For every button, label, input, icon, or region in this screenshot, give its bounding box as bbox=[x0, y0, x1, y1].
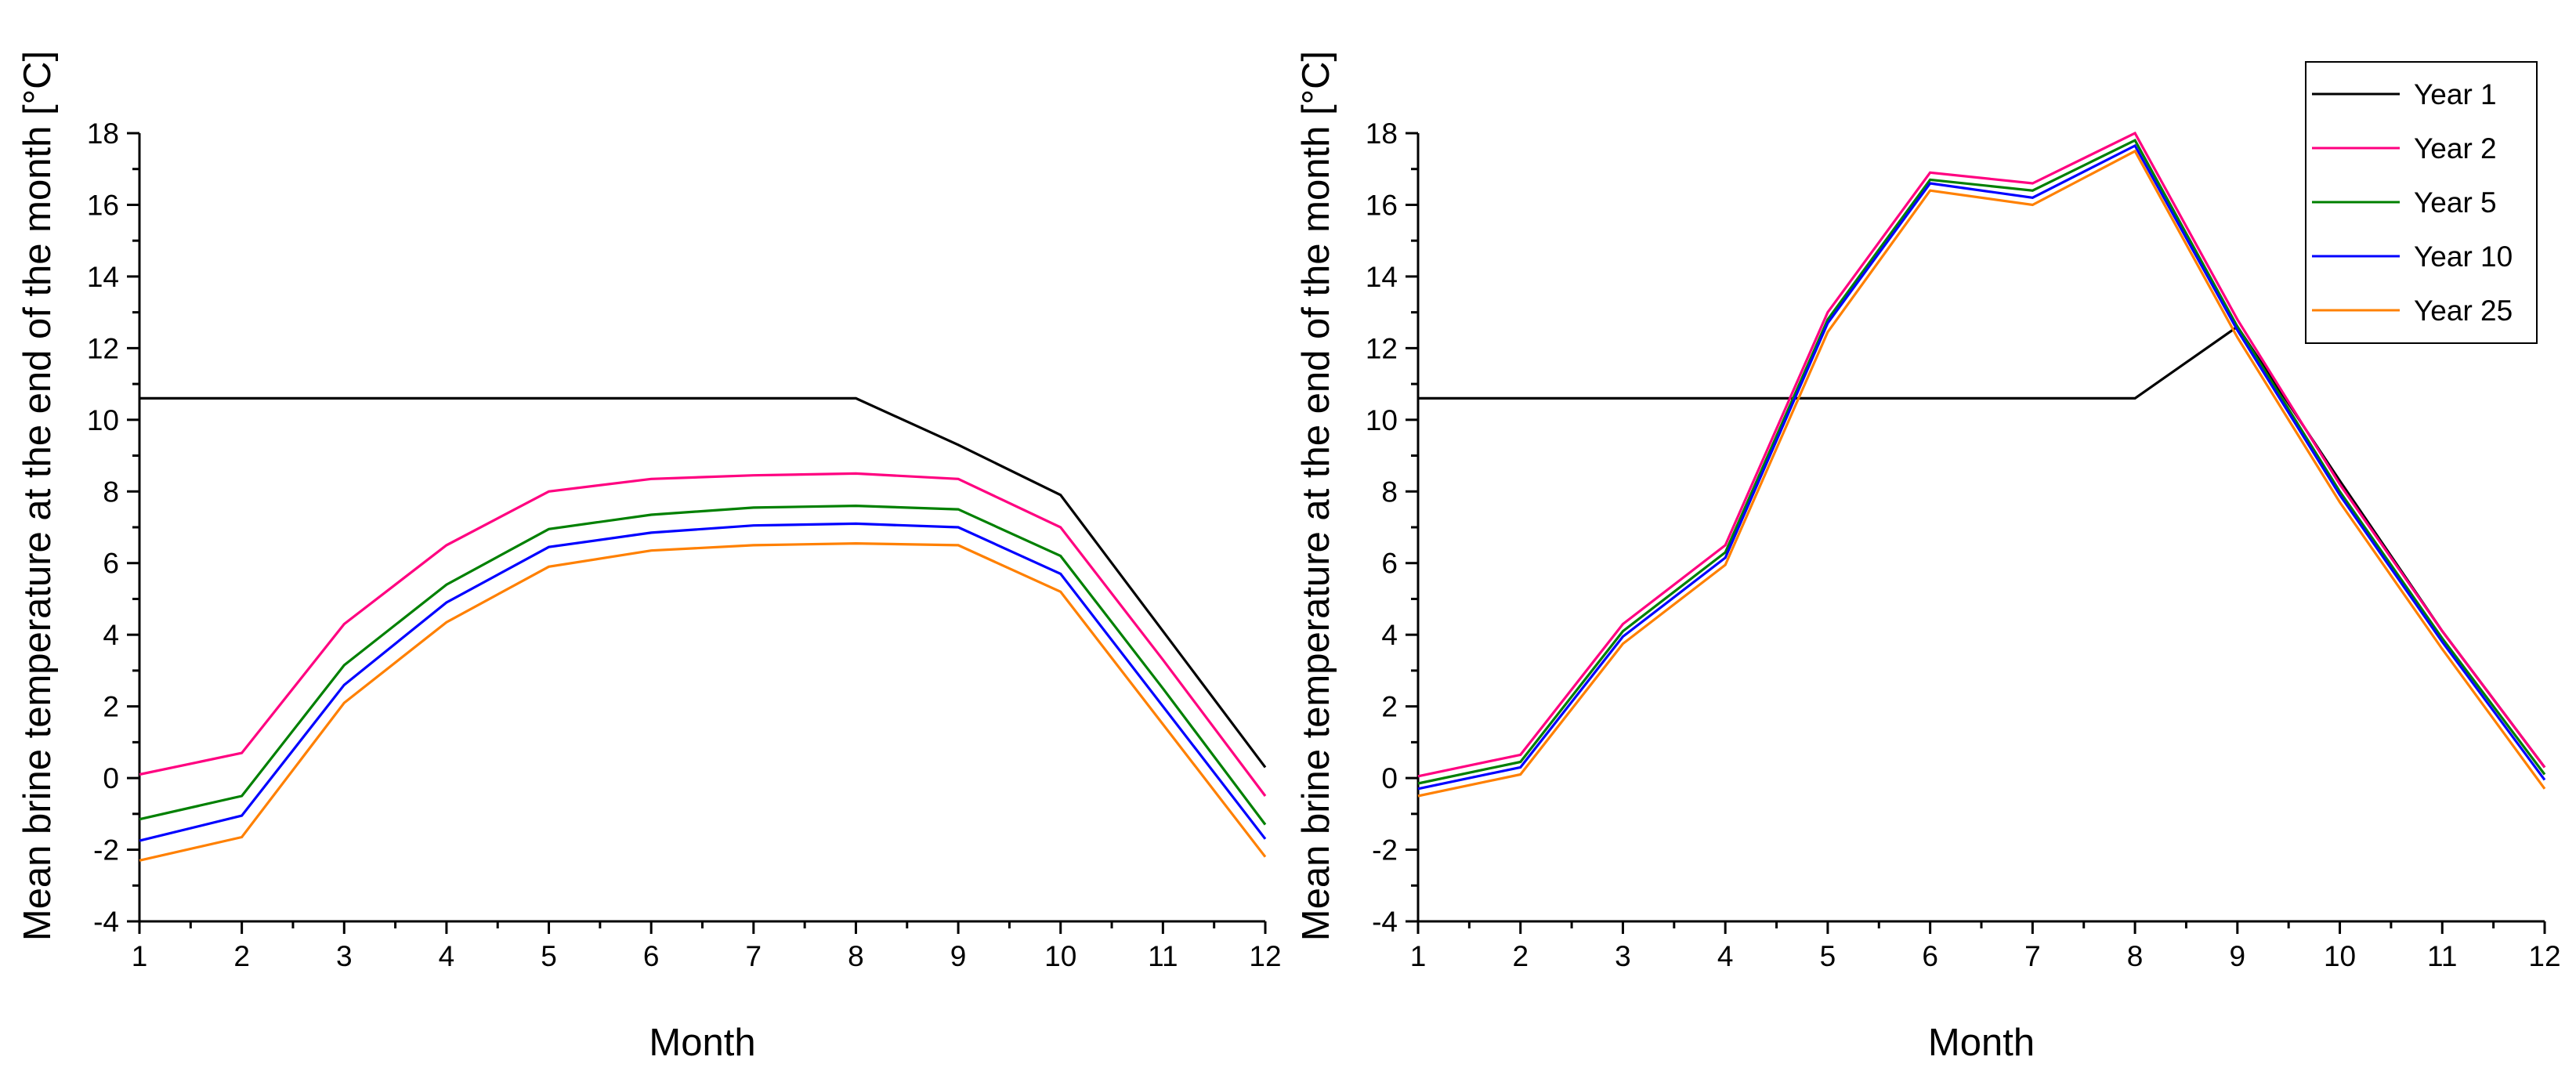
y-tick-label: 0 bbox=[103, 762, 119, 794]
series-line-year-2 bbox=[1417, 131, 2546, 778]
x-tick-label: 6 bbox=[1922, 940, 1938, 972]
y-tick-label: 0 bbox=[1381, 762, 1398, 794]
y-tick-label: 4 bbox=[1381, 619, 1398, 651]
y-tick-label: 8 bbox=[1381, 476, 1398, 508]
y-tick-label: 12 bbox=[1366, 332, 1398, 364]
y-tick-label: 16 bbox=[1366, 189, 1398, 221]
y-tick-label: 6 bbox=[103, 548, 119, 580]
legend-label-year-1: Year 1 bbox=[2414, 78, 2497, 110]
series-line-year-25 bbox=[139, 541, 1267, 862]
x-tick-label: 9 bbox=[2230, 940, 2246, 972]
x-tick-label: 9 bbox=[950, 940, 967, 972]
x-tick-label: 8 bbox=[2127, 940, 2144, 972]
x-tick-label: 4 bbox=[439, 940, 455, 972]
x-tick-label: 11 bbox=[2427, 940, 2457, 972]
series-line-year-10 bbox=[139, 522, 1267, 842]
legend-label-year-25: Year 25 bbox=[2414, 295, 2513, 327]
y-tick-label: -2 bbox=[93, 834, 119, 867]
y-tick-label: 4 bbox=[103, 619, 119, 651]
x-tick-label: 12 bbox=[2528, 940, 2560, 972]
x-tick-label: 8 bbox=[848, 940, 864, 972]
x-tick-label: 11 bbox=[1148, 940, 1178, 972]
x-tick-label: 10 bbox=[1044, 940, 1076, 972]
x-tick-label: 5 bbox=[541, 940, 557, 972]
series-line-year-10 bbox=[1417, 143, 2546, 791]
legend-label-year-5: Year 5 bbox=[2414, 186, 2497, 219]
x-tick-label: 2 bbox=[1512, 940, 1529, 972]
x-tick-label: 5 bbox=[1820, 940, 1836, 972]
x-tick-label: 7 bbox=[746, 940, 762, 972]
x-tick-label: 2 bbox=[233, 940, 250, 972]
y-tick-label: 16 bbox=[87, 189, 119, 221]
x-tick-label: 6 bbox=[643, 940, 660, 972]
x-tick-label: 10 bbox=[2324, 940, 2356, 972]
y-tick-label: 18 bbox=[87, 118, 119, 150]
x-tick-label: 3 bbox=[1615, 940, 1631, 972]
y-tick-label: 2 bbox=[1381, 691, 1398, 723]
y-tick-label: 10 bbox=[87, 404, 119, 436]
series-line-year-1 bbox=[139, 396, 1267, 769]
series-line-year-5 bbox=[1417, 138, 2546, 785]
chart-panel-1: 1 2 3 4 5 6 7 8 9 10 11 12-4-2024681012141618MonthM… bbox=[16, 51, 1282, 1064]
x-tick-label: 1 bbox=[132, 940, 148, 972]
y-tick-label: 6 bbox=[1381, 548, 1398, 580]
x-axis-title: Month bbox=[649, 1022, 755, 1064]
x-axis-title: Month bbox=[1928, 1022, 2035, 1064]
series-line-year-1 bbox=[1418, 324, 2546, 769]
x-tick-label: 4 bbox=[1717, 940, 1734, 972]
y-tick-label: 2 bbox=[103, 691, 119, 723]
legend: Year 1 Year 2 Year 5 Year 10 Year 25 bbox=[2305, 61, 2538, 344]
y-axis-title: Mean brine temperature at the end of the… bbox=[16, 51, 59, 941]
y-tick-label: 14 bbox=[1366, 261, 1398, 293]
y-tick-label: -4 bbox=[1372, 906, 1398, 938]
y-tick-label: 14 bbox=[87, 261, 119, 293]
series-line-year-25 bbox=[1417, 149, 2546, 798]
y-tick-label: -4 bbox=[93, 906, 119, 938]
y-axis-title: Mean brine temperature at the end of the… bbox=[1295, 51, 1337, 941]
series-line-year-5 bbox=[139, 504, 1267, 826]
series-line-year-2 bbox=[139, 472, 1267, 797]
y-tick-label: -2 bbox=[1372, 834, 1398, 867]
x-tick-label: 1 bbox=[1410, 940, 1427, 972]
y-tick-label: 10 bbox=[1366, 404, 1398, 436]
x-tick-label: 7 bbox=[2024, 940, 2041, 972]
x-tick-label: 3 bbox=[336, 940, 353, 972]
chart-panel-2: 1 2 3 4 5 6 7 8 9 10 11 12-4-2024681012141618MonthM… bbox=[1295, 51, 2561, 1064]
x-tick-label: 12 bbox=[1249, 940, 1281, 972]
y-tick-label: 12 bbox=[87, 332, 119, 364]
y-tick-label: 8 bbox=[103, 476, 119, 508]
legend-label-year-10: Year 10 bbox=[2414, 241, 2513, 273]
legend-label-year-2: Year 2 bbox=[2414, 132, 2497, 165]
y-tick-label: 18 bbox=[1366, 118, 1398, 150]
